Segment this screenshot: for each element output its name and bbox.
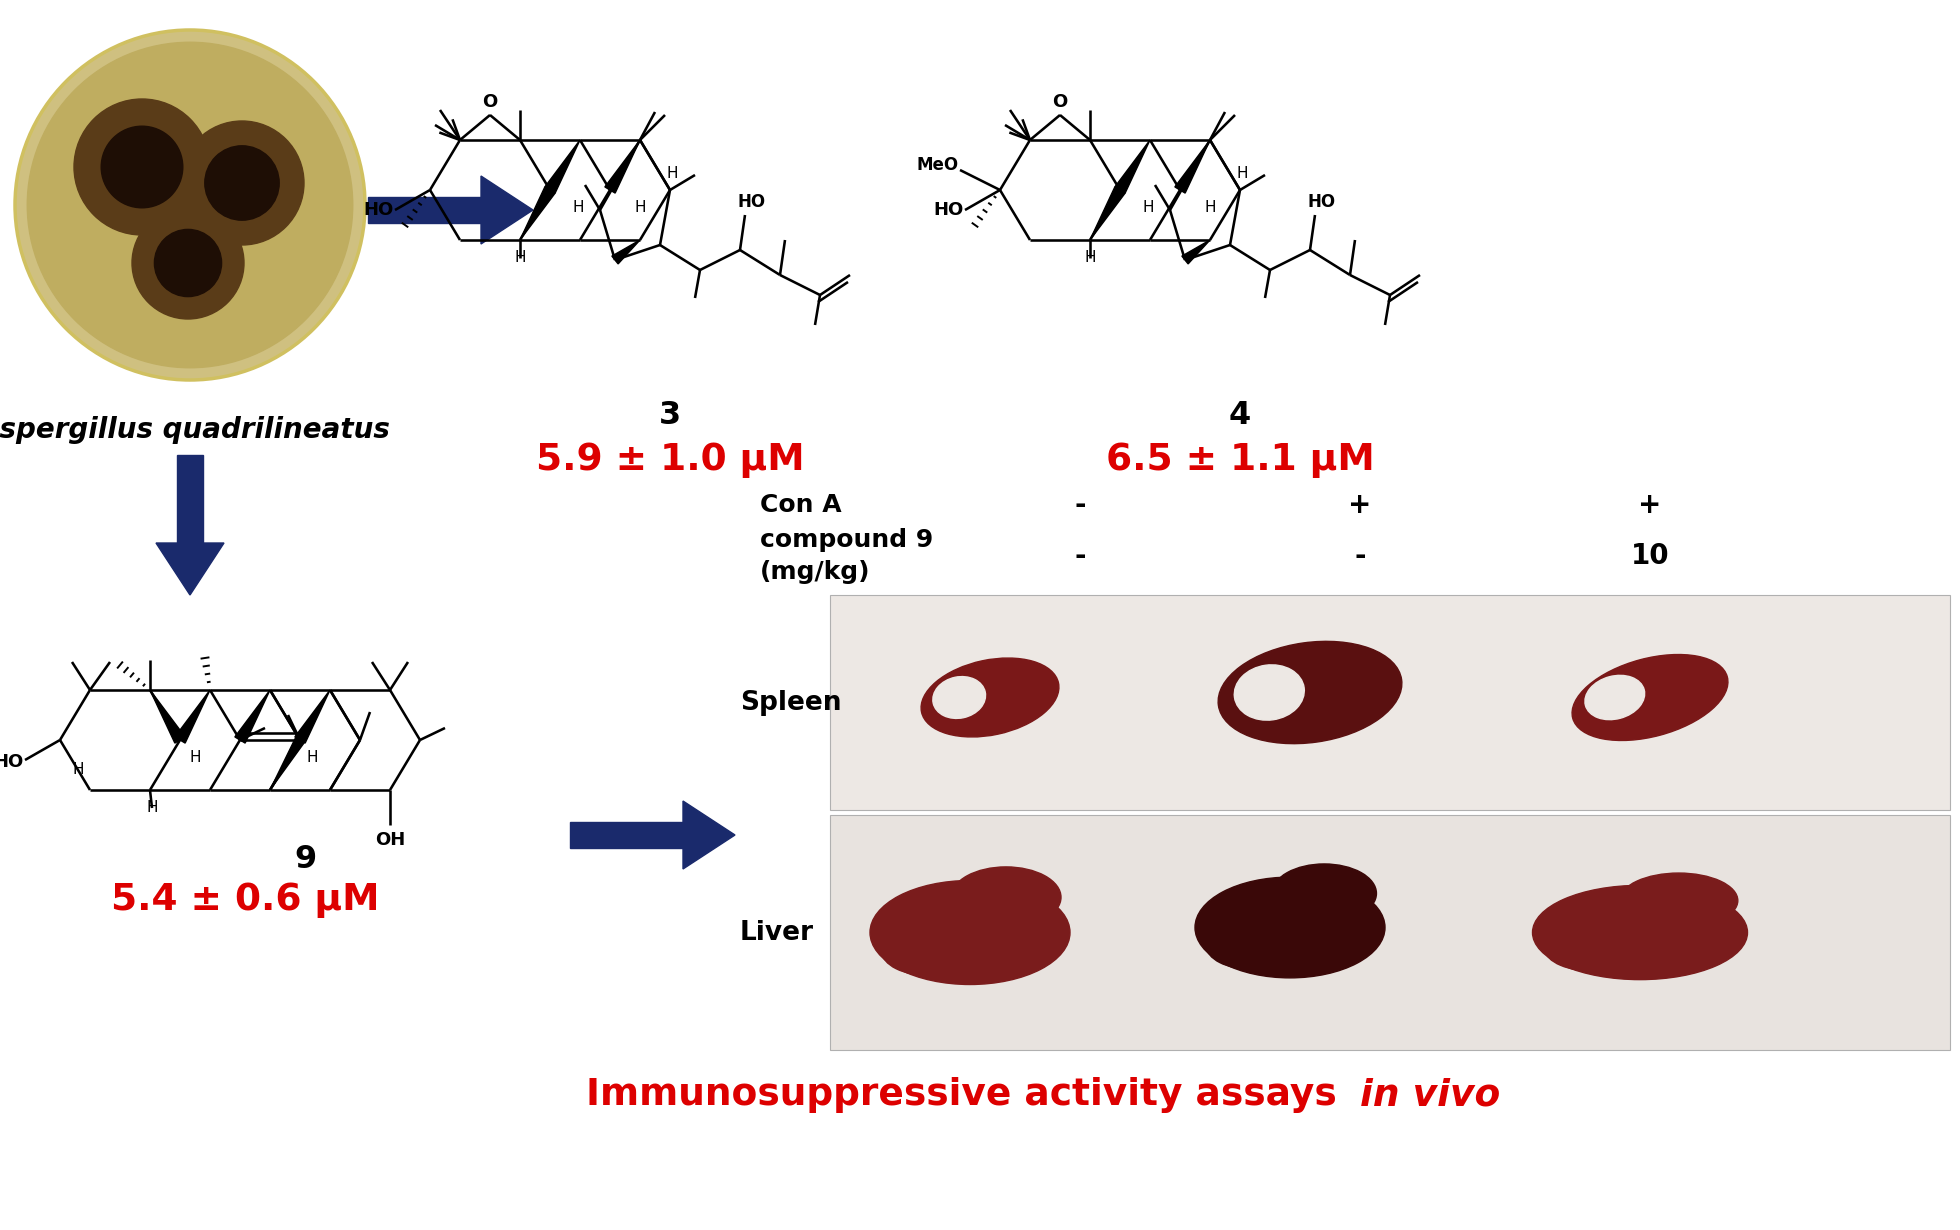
Ellipse shape — [1196, 877, 1386, 978]
Polygon shape — [174, 690, 210, 743]
Bar — [570, 822, 682, 847]
Ellipse shape — [933, 676, 986, 718]
Ellipse shape — [870, 881, 1070, 984]
Polygon shape — [235, 690, 270, 743]
Text: H: H — [1084, 251, 1096, 266]
Ellipse shape — [1207, 922, 1298, 969]
Ellipse shape — [1619, 873, 1739, 929]
Text: compound 9: compound 9 — [760, 528, 933, 552]
Polygon shape — [151, 690, 184, 743]
Polygon shape — [1174, 140, 1209, 193]
Text: MeO: MeO — [917, 156, 958, 173]
Text: HO: HO — [363, 200, 394, 219]
Text: +: + — [1639, 491, 1662, 519]
Text: O: O — [1053, 93, 1068, 111]
Text: H: H — [190, 750, 200, 765]
Ellipse shape — [1272, 863, 1376, 922]
Circle shape — [27, 42, 353, 368]
Circle shape — [74, 98, 210, 235]
Text: H: H — [147, 801, 157, 815]
Text: HO: HO — [737, 193, 766, 212]
Polygon shape — [270, 738, 304, 790]
Ellipse shape — [1217, 641, 1401, 744]
Text: +: + — [1348, 491, 1372, 519]
Polygon shape — [1182, 240, 1209, 264]
Text: HO: HO — [1307, 193, 1337, 212]
Text: -: - — [1354, 542, 1366, 569]
Bar — [176, 455, 204, 542]
Circle shape — [204, 146, 278, 220]
Text: Spleen: Spleen — [741, 690, 841, 716]
Text: 9: 9 — [294, 845, 316, 876]
Text: Aspergillus quadrilineatus: Aspergillus quadrilineatus — [0, 416, 390, 444]
Polygon shape — [545, 140, 580, 193]
Polygon shape — [480, 176, 533, 244]
Circle shape — [180, 121, 304, 245]
Ellipse shape — [1533, 886, 1748, 979]
Polygon shape — [682, 801, 735, 870]
Polygon shape — [1090, 187, 1125, 240]
Text: -: - — [1074, 491, 1086, 519]
Polygon shape — [519, 187, 555, 240]
Bar — [829, 815, 1950, 1050]
Text: Immunosuppressive activity assays: Immunosuppressive activity assays — [586, 1077, 1350, 1113]
Text: HO: HO — [933, 200, 962, 219]
Text: Con A: Con A — [760, 493, 841, 517]
Polygon shape — [157, 542, 223, 595]
Polygon shape — [612, 240, 641, 264]
Text: H: H — [1237, 166, 1249, 181]
Text: H: H — [306, 750, 318, 765]
Text: 6.5 ± 1.1 μM: 6.5 ± 1.1 μM — [1105, 442, 1374, 478]
Text: H: H — [73, 763, 84, 777]
Text: 5.9 ± 1.0 μM: 5.9 ± 1.0 μM — [535, 442, 804, 478]
Bar — [829, 595, 1950, 811]
Ellipse shape — [951, 867, 1060, 927]
Text: in vivo: in vivo — [1360, 1077, 1499, 1113]
Ellipse shape — [882, 927, 978, 975]
Ellipse shape — [1572, 654, 1729, 740]
Text: H: H — [1203, 200, 1215, 215]
Text: 4: 4 — [1229, 400, 1250, 430]
Ellipse shape — [1235, 665, 1303, 721]
Text: H: H — [1143, 200, 1154, 215]
Polygon shape — [294, 690, 329, 743]
Text: O: O — [482, 93, 498, 111]
Circle shape — [102, 127, 182, 208]
Text: H: H — [572, 200, 584, 215]
Bar — [368, 197, 480, 223]
Polygon shape — [606, 140, 641, 193]
Text: Liver: Liver — [741, 920, 813, 946]
Text: H: H — [635, 200, 645, 215]
Ellipse shape — [1586, 675, 1644, 720]
Text: 5.4 ± 0.6 μM: 5.4 ± 0.6 μM — [112, 882, 378, 918]
Text: H: H — [514, 251, 525, 266]
Text: 10: 10 — [1631, 542, 1670, 569]
Circle shape — [131, 207, 243, 319]
Text: (mg/kg): (mg/kg) — [760, 560, 870, 584]
Circle shape — [155, 230, 221, 296]
Circle shape — [16, 30, 365, 380]
Text: OH: OH — [374, 831, 406, 849]
Text: -: - — [1074, 542, 1086, 569]
Polygon shape — [1115, 140, 1151, 193]
Ellipse shape — [1544, 929, 1648, 972]
Text: 3: 3 — [659, 400, 680, 430]
Ellipse shape — [921, 658, 1058, 737]
Text: HO: HO — [0, 753, 24, 771]
Text: H: H — [666, 166, 678, 181]
